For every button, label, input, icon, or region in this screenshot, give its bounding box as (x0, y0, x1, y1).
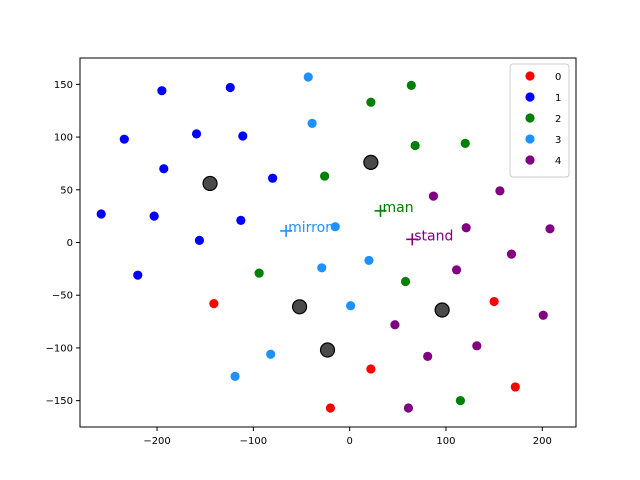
data-point-series-4 (428, 191, 439, 201)
data-point-series-3 (317, 263, 327, 273)
legend-marker-2 (525, 113, 535, 123)
data-point-series-1 (238, 131, 248, 141)
data-point-series-4 (495, 186, 505, 196)
y-tick-label: 50 (60, 185, 73, 196)
data-point-series-3 (364, 255, 374, 266)
data-point-series-1 (268, 173, 278, 183)
data-point-series-3 (330, 222, 340, 232)
plot-frame (79, 57, 577, 428)
centroid-point (291, 299, 308, 315)
data-point-series-3 (230, 371, 240, 381)
data-point-series-4 (390, 320, 400, 330)
legend-box (509, 63, 570, 178)
x-tick-label: −100 (240, 436, 267, 447)
data-point-series-2 (254, 268, 264, 278)
legend-label-0: 0 (555, 72, 561, 83)
data-point-series-1 (194, 235, 205, 245)
data-point-series-1 (96, 209, 106, 219)
data-point-series-1 (149, 211, 159, 221)
data-point-series-3 (346, 301, 356, 311)
data-point-series-1 (225, 82, 235, 93)
y-tick-label: −50 (52, 291, 73, 302)
y-tick-label: 0 (67, 238, 73, 249)
word-label-man: man (382, 200, 413, 216)
axes-layer: −200 −100 0 100 200 −150 −100 −50 0 50 100 150 (46, 57, 577, 447)
data-point-series-4 (472, 341, 482, 351)
legend-marker-4 (525, 155, 535, 165)
y-tick-label: −100 (46, 343, 73, 354)
data-point-series-4 (451, 265, 462, 275)
data-point-series-2 (406, 80, 416, 91)
data-point-series-4 (403, 403, 414, 413)
data-point-series-3 (266, 349, 276, 359)
data-point-series-1 (157, 86, 167, 96)
x-tick-label: 100 (436, 436, 455, 447)
centroid-point (319, 342, 336, 358)
centroid-point (363, 154, 379, 170)
centroid-point (434, 302, 450, 318)
data-point-series-2 (366, 97, 376, 107)
centroid-point (202, 175, 218, 192)
data-point-series-0 (209, 299, 219, 309)
points-layer: man mirror stand (96, 72, 555, 413)
data-point-series-4 (423, 351, 433, 361)
y-tick-label: 100 (54, 133, 73, 144)
data-point-series-4 (545, 224, 555, 234)
data-point-series-2 (460, 138, 470, 148)
data-point-series-1 (191, 129, 202, 139)
data-point-series-2 (400, 276, 411, 287)
data-point-series-2 (410, 140, 420, 151)
x-tick-label: −200 (143, 436, 170, 447)
data-point-series-4 (506, 249, 517, 259)
data-point-series-2 (320, 171, 330, 181)
data-point-series-0 (325, 403, 336, 413)
data-point-series-0 (366, 364, 376, 374)
data-point-series-1 (236, 215, 246, 225)
legend: 0 1 2 3 4 (509, 63, 570, 178)
data-point-series-3 (307, 118, 317, 128)
y-tick-label: 150 (54, 80, 73, 91)
data-point-series-4 (538, 310, 548, 320)
data-point-series-3 (303, 72, 313, 82)
x-tick-label: 0 (346, 436, 352, 447)
legend-label-2: 2 (555, 114, 561, 125)
data-point-series-1 (159, 164, 169, 174)
legend-marker-0 (525, 71, 535, 81)
legend-label-3: 3 (555, 135, 561, 146)
legend-label-4: 4 (555, 156, 561, 167)
data-point-series-0 (510, 382, 520, 392)
word-label-mirror: mirror (288, 220, 331, 236)
legend-marker-3 (525, 134, 535, 144)
data-point-series-2 (455, 396, 466, 406)
word-label-stand: stand (414, 228, 453, 244)
data-point-series-4 (461, 223, 471, 233)
data-point-series-1 (119, 134, 129, 144)
x-tick-label: 200 (533, 436, 552, 447)
data-point-series-1 (133, 270, 143, 280)
legend-label-1: 1 (555, 93, 561, 104)
data-point-series-0 (489, 296, 499, 307)
y-tick-label: −150 (46, 396, 73, 407)
legend-marker-1 (525, 92, 535, 102)
